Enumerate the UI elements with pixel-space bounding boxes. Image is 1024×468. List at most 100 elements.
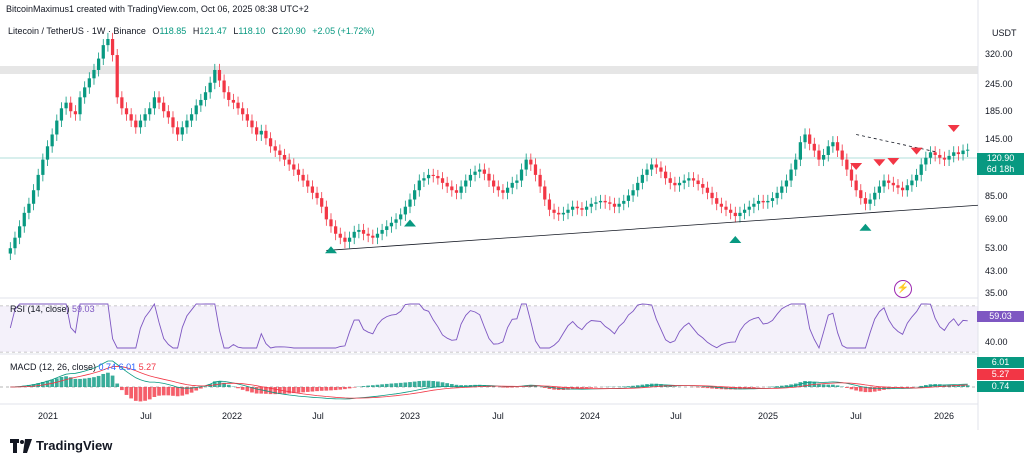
candle-body	[296, 169, 301, 175]
candle-body	[701, 184, 705, 188]
macd-histogram-bar	[463, 385, 468, 387]
descending-resistance-line	[856, 134, 939, 153]
macd-histogram-bar	[36, 383, 41, 387]
buy-marker	[403, 219, 416, 227]
macd-histogram-bar	[394, 383, 398, 387]
candle-body	[45, 146, 50, 160]
candles	[8, 32, 970, 261]
candle-body	[50, 134, 54, 147]
candle-body	[189, 114, 194, 121]
candle-body	[510, 182, 514, 188]
macd-histogram-bar	[398, 382, 403, 387]
candle-body	[134, 120, 138, 128]
macd-histogram-bar	[468, 385, 473, 387]
candle-body	[380, 229, 384, 234]
time-axis: 2021 Jul 2022 Jul 2023 Jul 2024 Jul 2025 Jul 2026	[38, 411, 954, 421]
buy-marker	[859, 223, 872, 231]
candle-body	[450, 186, 454, 191]
macd-histogram-bar	[965, 385, 970, 387]
macd-histogram-bar	[459, 385, 463, 387]
candle-body	[120, 97, 124, 109]
candle-body	[575, 206, 579, 209]
candle-body	[668, 178, 672, 183]
macd-histogram-bar	[710, 387, 714, 389]
candle-body	[492, 180, 496, 187]
candle-body	[59, 108, 64, 121]
candle-body	[519, 169, 524, 181]
footer-brand-text: TradingView	[36, 438, 113, 453]
candle-body	[282, 154, 287, 160]
macd-histogram-bar	[212, 381, 217, 387]
candle-body	[27, 203, 31, 213]
candle-body	[882, 180, 886, 187]
candle-body	[715, 198, 719, 204]
candle-body	[905, 185, 909, 191]
rsi-badge: 59.03	[977, 311, 1024, 322]
candle-body	[227, 92, 231, 100]
candle-body	[547, 199, 552, 210]
macd-histogram-bar	[566, 387, 570, 390]
macd-histogram-bar	[408, 382, 412, 387]
candle-body	[524, 159, 528, 170]
flash-icon[interactable]: ⚡	[894, 280, 912, 298]
macd-histogram-bar	[580, 387, 584, 389]
candle-body	[956, 152, 961, 155]
candle-body	[761, 200, 765, 203]
candle-body	[673, 182, 677, 186]
candle-body	[710, 192, 714, 199]
macd-histogram-bar	[831, 384, 835, 387]
candle-body	[241, 108, 245, 115]
candle-body	[110, 38, 115, 56]
rsi-pane	[9, 302, 968, 350]
candle-body	[185, 120, 189, 128]
candle-body	[473, 171, 477, 175]
candle-body	[306, 180, 310, 187]
macd-histogram-bar	[175, 387, 180, 397]
macd-histogram-bar	[524, 385, 529, 387]
macd-histogram-bar	[417, 381, 422, 387]
candle-body	[747, 206, 751, 210]
macd-title: MACD (12, 26, close)	[10, 362, 97, 372]
candle-body	[36, 174, 40, 191]
macd-histogram-bar	[305, 387, 310, 392]
candle-body	[640, 174, 644, 183]
macd-histogram-bar	[491, 386, 496, 387]
candle-body	[194, 105, 198, 115]
candle-body	[840, 150, 844, 160]
candle-body	[162, 102, 166, 112]
macd-histogram-bar	[120, 387, 124, 391]
candle-body	[259, 130, 263, 135]
macd-histogram-bar	[668, 385, 673, 387]
candle-body	[129, 114, 133, 121]
macd-histogram-bar	[259, 387, 264, 394]
candle-body	[459, 186, 463, 193]
candle-body	[329, 219, 333, 227]
candle-body	[292, 164, 296, 170]
candle-body	[691, 178, 696, 181]
macd-histogram-bar	[226, 384, 231, 387]
macd-histogram-bar	[789, 384, 793, 387]
macd-histogram-bar	[900, 387, 905, 389]
candle-body	[817, 150, 821, 160]
symbol-name[interactable]: Litecoin / TetherUS · 1W · Binance	[8, 26, 146, 36]
macd-histogram-bar	[886, 387, 891, 390]
candle-body	[310, 186, 315, 193]
macd-histogram-bar	[705, 387, 710, 389]
candle-body	[166, 111, 170, 118]
macd-histogram-bar	[812, 382, 817, 387]
macd-histogram-bar	[384, 383, 389, 387]
candle-body	[180, 127, 184, 135]
macd-histogram-bar	[22, 385, 27, 387]
candle-body	[264, 130, 268, 139]
candle-body	[821, 154, 826, 160]
rsi-axis-tick: 40.00	[985, 337, 1008, 347]
candle-body	[17, 226, 22, 238]
candle-body	[533, 164, 538, 175]
candle-body	[171, 117, 175, 128]
candle-body	[947, 155, 951, 160]
macd-histogram-bar	[194, 387, 199, 391]
macd-histogram-bar	[738, 387, 742, 390]
macd-histogram-bar	[17, 386, 22, 387]
ascending-support-line	[326, 204, 979, 251]
